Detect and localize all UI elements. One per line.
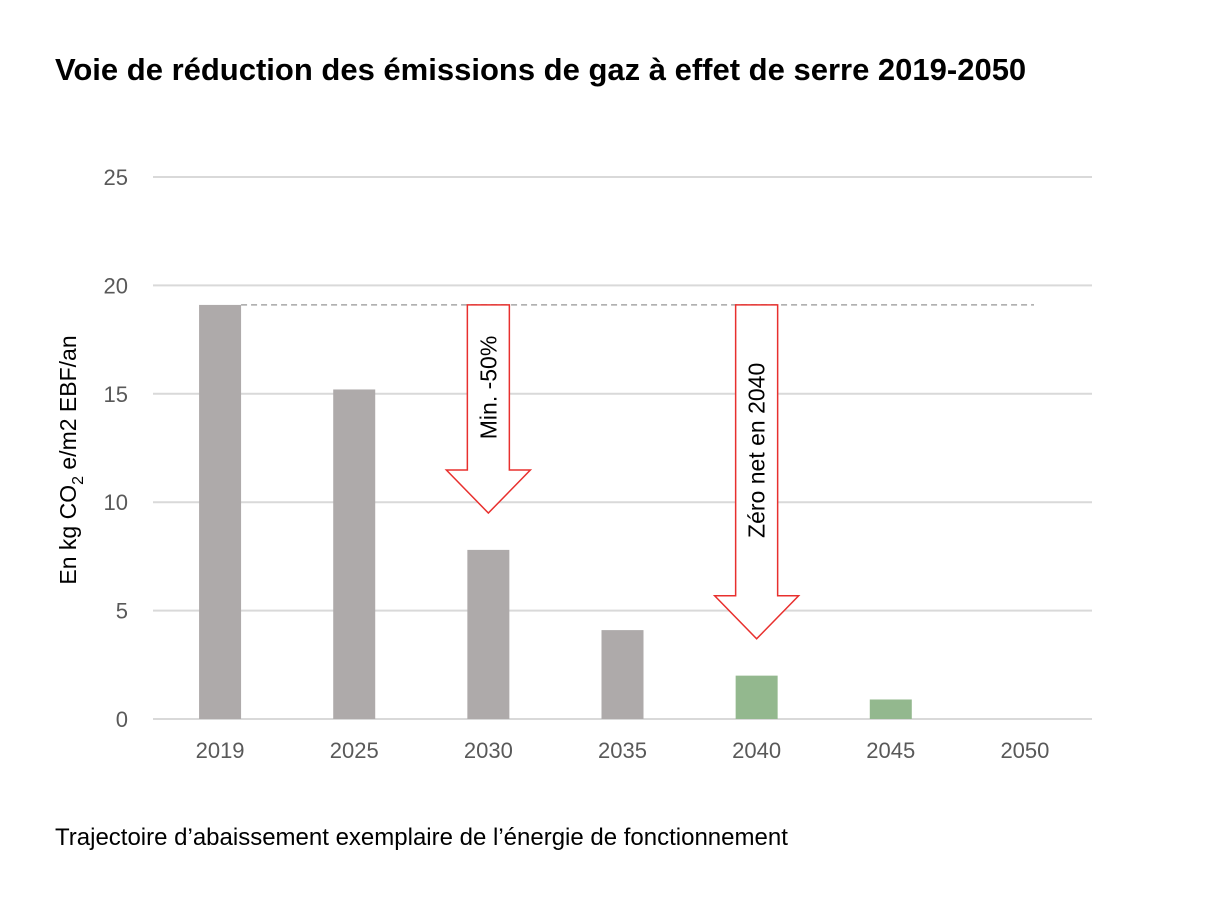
bar-2030 <box>467 549 510 719</box>
annotation-label: Zéro net en 2040 <box>744 363 770 538</box>
y-tick-label: 25 <box>104 165 128 190</box>
y-tick-label: 0 <box>116 707 128 732</box>
arrow-2030 <box>444 304 533 515</box>
x-tick-label: 2030 <box>464 738 513 763</box>
x-tick-label: 2050 <box>1000 738 1049 763</box>
chart-title: Voie de réduction des émissions de gaz à… <box>55 52 1027 87</box>
y-tick-label: 15 <box>104 382 128 407</box>
x-tick-label: 2035 <box>598 738 647 763</box>
arrow-2040 <box>712 304 801 640</box>
bar-2019 <box>199 304 242 719</box>
y-tick-label: 5 <box>116 599 128 624</box>
gridlines <box>153 176 1092 720</box>
x-tick-label: 2019 <box>196 738 245 763</box>
y-tick-label: 20 <box>104 273 128 298</box>
annotations: Min. -50% Zéro net en 2040 <box>444 304 801 640</box>
chart-caption: Trajectoire d’abaissement exemplaire de … <box>55 824 788 851</box>
x-tick-label: 2040 <box>732 738 781 763</box>
annotation-label: Min. -50% <box>475 336 501 440</box>
x-axis-ticks: 2019 2025 2030 2035 2040 2045 2050 <box>196 738 1050 763</box>
bar-2040 <box>735 675 778 719</box>
bar-2035 <box>601 630 644 719</box>
y-axis-label: En kg CO2 e/m2 EBF/an <box>55 335 87 584</box>
x-tick-label: 2045 <box>866 738 915 763</box>
bar-2025 <box>333 389 376 719</box>
bars <box>199 304 912 719</box>
y-tick-label: 10 <box>104 490 128 515</box>
y-axis-ticks: 0 5 10 15 20 25 <box>104 165 128 732</box>
x-tick-label: 2025 <box>330 738 379 763</box>
bar-2045 <box>869 699 912 719</box>
